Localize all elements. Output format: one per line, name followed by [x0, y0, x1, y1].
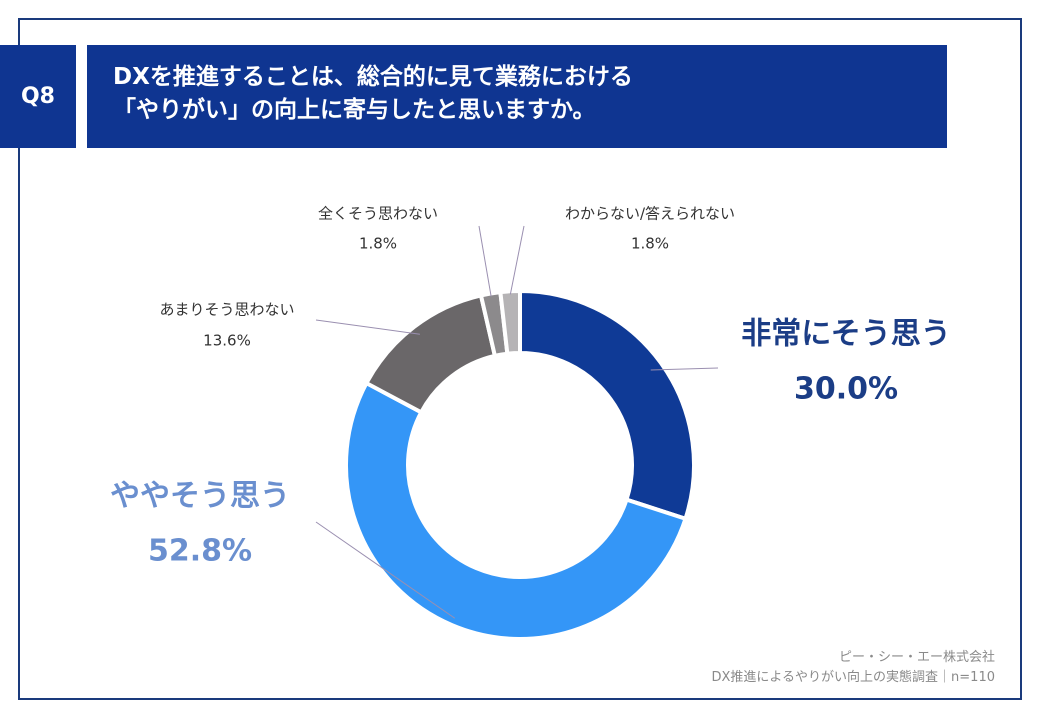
slice-label-value: 1.8%: [631, 235, 669, 253]
footer-company: ピー・シー・エー株式会社: [838, 650, 995, 665]
slice-label-name: 非常にそう思う: [741, 317, 950, 352]
slice-label-value: 1.8%: [359, 235, 397, 253]
question-number-badge: Q8: [0, 45, 76, 148]
donut-slice: [518, 288, 696, 522]
leader-line: [509, 225, 525, 295]
leader-line: [478, 225, 492, 297]
donut-slice: [363, 293, 498, 415]
donut-slice: [344, 380, 689, 641]
slice-label-name: わからない/答えられない: [565, 205, 735, 223]
donut-slice: [498, 288, 522, 356]
footer-survey: DX推進によるやりがい向上の実態調査｜n=110: [711, 670, 995, 685]
slice-label-value: 30.0%: [794, 372, 898, 407]
leader-line: [315, 319, 420, 335]
slice-label-value: 13.6%: [203, 332, 251, 350]
question-title-line-2: 「やりがい」の向上に寄与したと思いますか。: [113, 97, 596, 123]
leader-line: [650, 367, 719, 371]
slice-label-value: 52.8%: [148, 534, 252, 569]
label-leader-lines: [315, 225, 719, 619]
slice-label-name: 全くそう思わない: [318, 205, 438, 223]
question-title-box: DXを推進することは、総合的に見て業務における 「やりがい」の向上に寄与したと思…: [87, 45, 947, 148]
donut-slices: [344, 288, 696, 641]
slice-label-name: ややそう思う: [110, 479, 290, 514]
slice-label-name: あまりそう思わない: [159, 301, 294, 319]
question-title-line-1: DXを推進することは、総合的に見て業務における: [113, 64, 633, 90]
leader-line: [315, 521, 456, 619]
slice-labels: 非常にそう思う 30.0% ややそう思う 52.8% あまりそう思わない 13.6% 全くそ…: [110, 205, 951, 569]
